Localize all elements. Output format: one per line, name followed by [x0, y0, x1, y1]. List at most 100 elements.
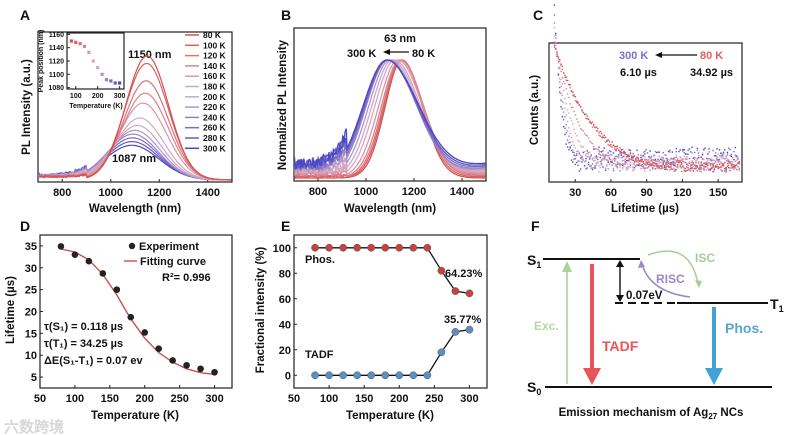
decay-point: [623, 163, 625, 165]
decay-point: [553, 44, 556, 46]
decay-point: [590, 154, 592, 156]
decay-point: [632, 159, 634, 161]
decay-point: [616, 166, 619, 168]
decay-point: [565, 79, 567, 81]
decay-point: [711, 163, 713, 165]
decay-point: [628, 154, 630, 156]
decay-point: [697, 157, 700, 159]
x-tick-label: 800: [309, 186, 327, 198]
y-axis-label: Lifetime (µs): [5, 276, 17, 344]
decay-point: [577, 101, 579, 103]
decay-point: [585, 153, 587, 155]
decay-point: [598, 132, 600, 134]
decay-point: [696, 159, 699, 161]
decay-point: [733, 166, 735, 168]
decay-point: [577, 150, 579, 153]
decay-point: [615, 165, 617, 167]
decay-point: [569, 146, 571, 148]
decay-point: [610, 154, 612, 156]
decay-point: [701, 164, 704, 166]
decay-point: [570, 106, 573, 109]
decay-point: [599, 156, 602, 159]
data-point: [465, 289, 474, 298]
decay-point: [667, 161, 670, 163]
data-point: [353, 243, 362, 252]
x-axis-label: Temperature (K): [346, 410, 434, 422]
decay-point: [556, 51, 558, 53]
decay-point: [573, 151, 575, 154]
y-tick-label: 20: [25, 307, 37, 319]
decay-point: [623, 165, 625, 167]
isc-arrow: [647, 250, 699, 285]
decay-point: [703, 165, 705, 167]
decay-point: [607, 159, 609, 162]
decay-point: [610, 145, 612, 147]
decay-point: [731, 157, 734, 159]
decay-point: [682, 158, 684, 160]
x-axis-label: Lifetime (µs): [611, 203, 679, 215]
decay-point: [700, 163, 702, 165]
decay-point: [731, 165, 734, 168]
decay-point: [632, 166, 634, 168]
decay-point: [704, 147, 706, 149]
decay-point: [729, 167, 731, 169]
decay-point: [661, 159, 663, 161]
decay-point: [687, 149, 689, 152]
decay-point: [591, 126, 594, 129]
decay-point: [638, 163, 641, 165]
decay-point: [572, 151, 574, 153]
decay-point: [675, 147, 678, 150]
decay-point: [730, 160, 733, 163]
decay-point: [657, 158, 659, 161]
decay-point: [565, 103, 567, 105]
decay-point: [670, 167, 672, 169]
decay-point: [579, 168, 582, 170]
decay-point: [679, 160, 681, 162]
decay-point: [637, 161, 640, 164]
decay-point: [619, 150, 621, 153]
decay-point: [728, 159, 730, 161]
decay-point: [623, 155, 625, 157]
decay-point: [578, 170, 581, 172]
decay-point: [654, 163, 657, 165]
decay-point: [589, 157, 591, 159]
label-80k: 80 K: [700, 50, 723, 62]
decay-point: [576, 152, 578, 155]
decay-point: [648, 158, 650, 161]
decay-point: [675, 154, 678, 156]
decay-point: [576, 101, 578, 104]
decay-point: [572, 161, 574, 163]
decay-point: [611, 146, 613, 148]
decay-point: [669, 169, 671, 171]
decay-point: [640, 167, 642, 170]
decay-point: [712, 159, 714, 161]
decay-point: [729, 161, 731, 163]
legend-label: 100 K: [203, 40, 227, 50]
decay-point: [693, 164, 696, 166]
decay-point: [621, 167, 624, 170]
decay-point: [738, 168, 740, 170]
y-tick-label: 1120: [49, 59, 64, 66]
decay-point: [589, 156, 591, 158]
decay-point: [733, 150, 735, 153]
decay-point: [583, 113, 586, 116]
decay-point: [697, 155, 700, 157]
x-tick-label: 1000: [99, 187, 123, 199]
decay-point: [734, 146, 737, 149]
decay-point: [608, 144, 611, 147]
decay-point: [717, 166, 719, 168]
decay-point: [624, 158, 626, 160]
decay-point: [735, 159, 738, 161]
data-point: [395, 243, 404, 252]
decay-point: [730, 164, 733, 166]
decay-point: [633, 166, 636, 169]
decay-point: [688, 148, 691, 150]
decay-point: [572, 141, 574, 143]
decay-point: [590, 155, 592, 157]
x-tick-label: 30: [569, 187, 581, 199]
decay-point: [569, 141, 571, 143]
decay-point: [720, 161, 722, 164]
decay-point: [614, 145, 616, 148]
x-tick-label: 50: [288, 393, 300, 405]
decay-point: [594, 165, 596, 167]
